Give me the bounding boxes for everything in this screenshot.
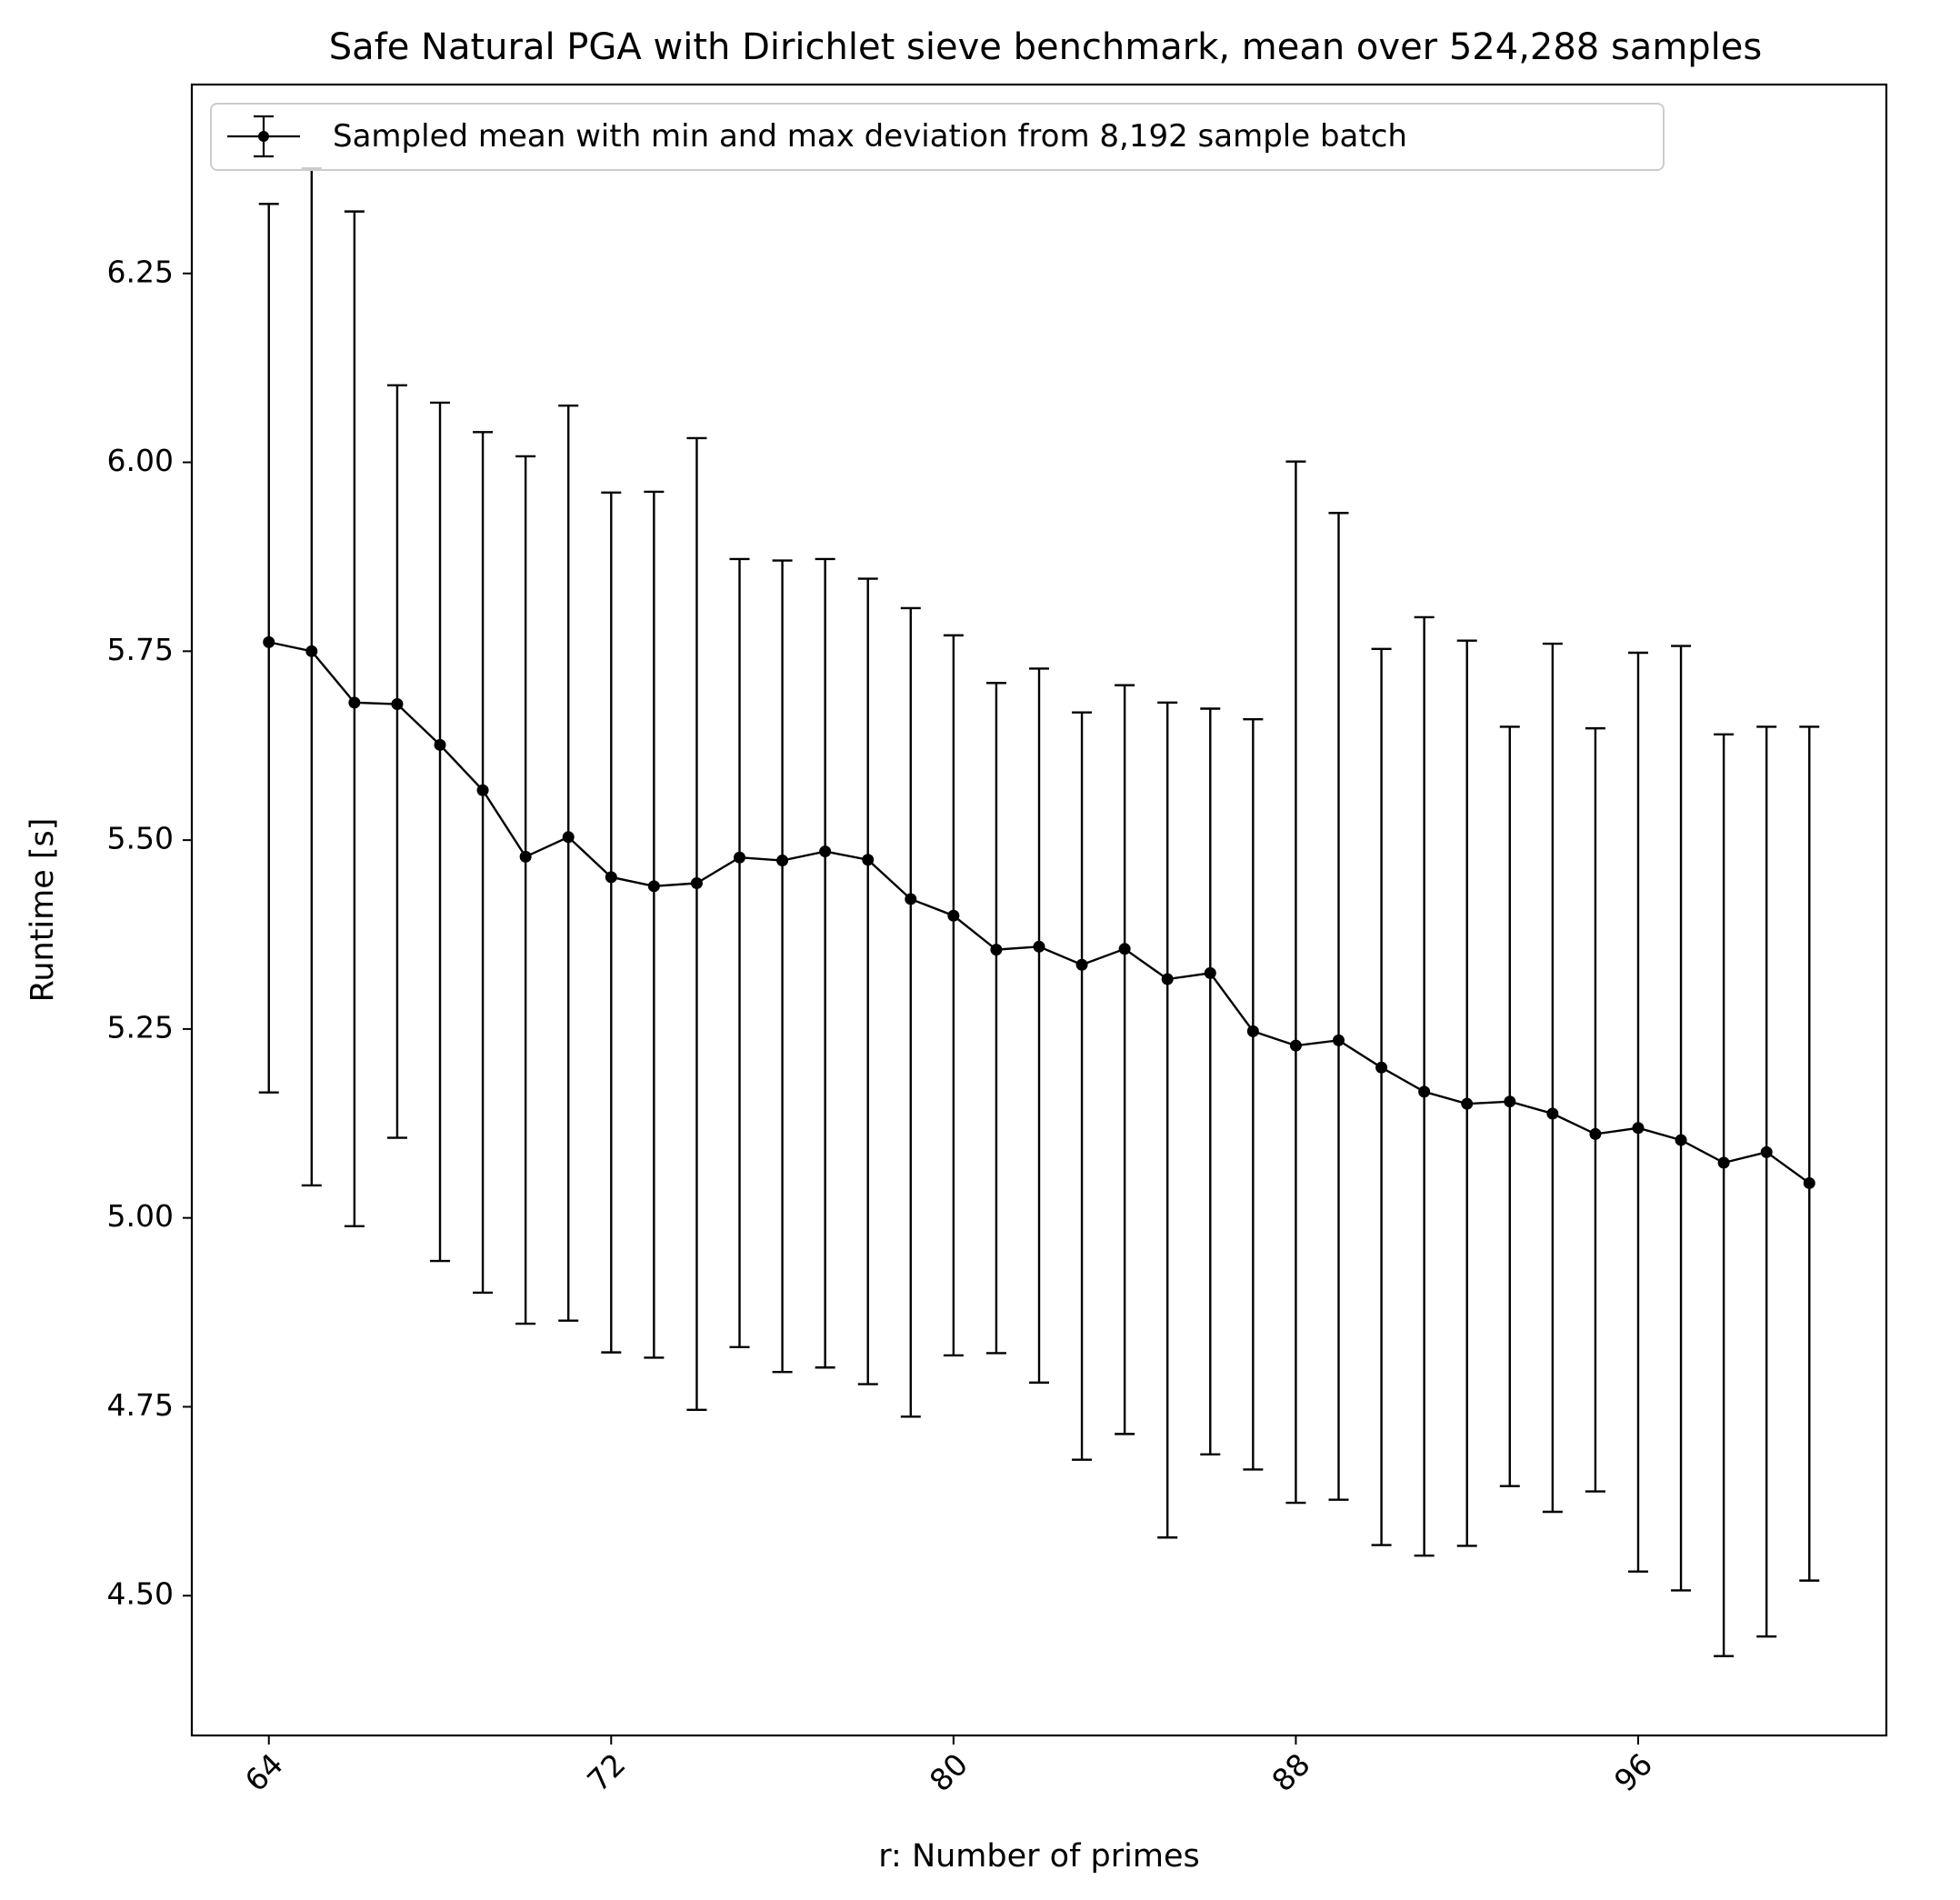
error-bar [686,436,707,1411]
data-point [1461,1097,1474,1110]
data-point [1118,943,1131,955]
data-point [434,738,446,751]
data-point [1246,1025,1259,1037]
error-bar [1072,711,1093,1461]
data-point [1504,1095,1516,1108]
y-tick-label: 6.00 [107,443,174,478]
data-point [1204,966,1216,979]
data-points-group [263,635,1815,1189]
data-point [1332,1034,1345,1046]
error-bar [1157,701,1178,1539]
data-point [519,850,532,863]
data-point [263,635,275,648]
data-point [562,831,575,844]
data-point [1675,1134,1687,1146]
error-bar [1756,725,1777,1638]
error-bar [1285,460,1306,1505]
legend: Sampled mean with min and max deviation … [210,103,1665,171]
y-axis-label: Runtime [s] [25,818,61,1003]
error-bar [815,557,835,1369]
error-bar [344,210,365,1228]
error-bar [1371,647,1392,1546]
data-point [690,876,703,889]
error-bar [386,384,407,1139]
y-tick-label: 5.75 [107,632,174,667]
error-bar [1328,512,1349,1501]
y-tick-label: 6.25 [107,254,174,289]
error-bar [1799,725,1820,1582]
legend-label: Sampled mean with min and max deviation … [333,118,1407,155]
error-bar [1456,639,1477,1547]
error-bar [1714,733,1735,1657]
error-bar [601,491,622,1354]
y-tick-label: 4.75 [107,1387,174,1423]
data-point [862,854,875,866]
error-bar [985,682,1006,1355]
error-bar [1627,651,1648,1573]
error-bar [772,559,793,1374]
data-point [776,855,789,867]
data-point [305,645,318,657]
error-bar [729,557,750,1349]
error-bar [1200,707,1221,1456]
error-bar [1243,717,1264,1471]
y-tick-label: 4.50 [107,1576,174,1612]
data-point [1375,1061,1388,1074]
data-point [1546,1107,1559,1120]
error-bar [1029,667,1049,1385]
legend-marker [227,115,300,158]
error-bar [473,431,494,1295]
data-point [1717,1156,1730,1169]
data-point [1418,1085,1431,1098]
data-point [1760,1145,1773,1158]
data-point [1161,973,1174,985]
data-point [990,944,1003,956]
y-tick-label: 5.50 [107,821,174,856]
error-bar [644,490,665,1359]
chart-title: Safe Natural PGA with Dirichlet sieve be… [329,26,1763,68]
error-bar [900,606,921,1418]
error-bar [558,405,579,1322]
error-bar [857,577,878,1385]
y-axis-ticks: 4.50 4.75 5.00 5.25 5.50 5.75 6.00 6.25 [107,254,192,1612]
data-point [605,871,617,884]
plot-area-frame [190,83,1888,1737]
data-point [1803,1176,1815,1189]
error-bar [430,401,451,1263]
data-point [348,696,361,709]
error-bar [1542,642,1563,1514]
error-bar [1115,684,1135,1435]
legend-box [210,103,1665,171]
data-point [819,845,832,858]
y-tick-label: 5.25 [107,1009,174,1045]
data-point [1589,1127,1602,1140]
data-point [391,698,404,711]
error-bar [515,455,536,1325]
x-axis-label: r: Number of primes [878,1838,1199,1875]
data-point [734,851,746,864]
data-point [647,880,660,893]
data-point [905,893,917,905]
data-point [1632,1122,1645,1135]
error-bar [258,203,279,1094]
data-point [1289,1039,1302,1052]
data-point [1033,940,1045,953]
error-bar [943,634,964,1357]
data-point [476,784,489,796]
error-bar [1671,645,1692,1592]
data-point [947,909,960,922]
error-bar [1585,726,1605,1493]
data-point [1075,958,1088,971]
y-tick-label: 5.00 [107,1198,174,1234]
